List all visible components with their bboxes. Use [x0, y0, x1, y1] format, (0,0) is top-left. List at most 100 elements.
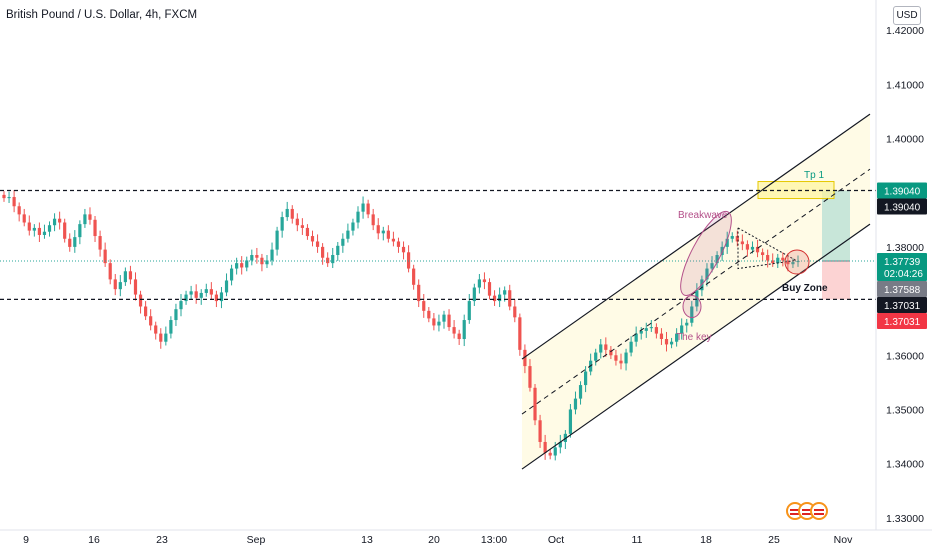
- candle-body: [63, 222, 67, 239]
- candle-body: [578, 385, 583, 399]
- the-key-ellipse: [682, 294, 702, 318]
- candle-body: [42, 231, 47, 235]
- channel-mid-line: [521, 168, 871, 415]
- candle-body: [675, 333, 679, 342]
- candle-body: [781, 257, 785, 261]
- candle-body: [331, 255, 335, 264]
- candle-body: [654, 327, 658, 334]
- price-tag-bg: [877, 253, 927, 282]
- candle-body: [240, 263, 244, 268]
- candle-body: [189, 291, 193, 295]
- candle-body: [432, 318, 436, 326]
- candle-body: [786, 260, 790, 265]
- candle-body: [664, 339, 669, 345]
- candle-body: [401, 246, 406, 253]
- candle-body: [341, 238, 345, 246]
- price-tick-label: 1.33000: [886, 513, 924, 525]
- candle-body: [98, 236, 102, 250]
- candle-body: [113, 279, 117, 290]
- candle-body: [760, 252, 765, 256]
- candle-body: [336, 245, 340, 256]
- candle-body: [680, 325, 684, 334]
- candle-body: [452, 327, 456, 334]
- price-tag-countdown: 02:04:26: [884, 269, 923, 280]
- tp-label: Tp 1: [804, 170, 824, 181]
- candle-body: [482, 279, 487, 283]
- candle-body: [305, 227, 310, 237]
- candle-body: [513, 306, 517, 318]
- candle-body: [214, 294, 219, 302]
- candle-body: [599, 344, 603, 353]
- candle-body: [123, 271, 127, 283]
- price-tick-label: 1.38000: [886, 242, 924, 254]
- time-tick-label: 13:00: [481, 534, 507, 546]
- candle-body: [12, 197, 16, 207]
- candle-body: [235, 263, 239, 269]
- time-tick-label: 25: [768, 534, 780, 546]
- candle-body: [275, 230, 279, 250]
- us-flag-icon[interactable]: [810, 502, 828, 520]
- candle-body: [573, 398, 578, 410]
- price-axis[interactable]: 1.42000 1.41000 1.40000 1.38000 1.36000 1.350…: [886, 25, 924, 525]
- currency-button[interactable]: USD: [893, 6, 921, 25]
- price-tag-value: 1.39040: [884, 187, 921, 198]
- candle-body: [22, 214, 26, 223]
- time-axis[interactable]: 9 16 23 Sep 13 20 13:00 Oct 11 18 25 Nov: [23, 534, 853, 546]
- candle-body: [487, 282, 492, 296]
- candle-body: [321, 246, 325, 258]
- candle-body: [149, 316, 153, 326]
- candle-body: [604, 344, 608, 350]
- candle-body: [720, 246, 724, 256]
- price-tag-value: 1.37739: [884, 257, 921, 268]
- price-tag-bg: [877, 297, 927, 314]
- price-tag: 1.39040: [877, 198, 927, 215]
- price-tick-label: 1.40000: [886, 134, 924, 146]
- channel-lower-line: [521, 223, 871, 470]
- candle-body: [498, 294, 502, 302]
- candle-body: [295, 218, 299, 226]
- triangle-pattern: [737, 227, 798, 270]
- candle-body: [47, 225, 52, 232]
- candle-body: [290, 208, 294, 219]
- candle-body: [533, 387, 537, 421]
- price-tag-bg: [877, 313, 927, 330]
- candle-body: [219, 292, 224, 302]
- candle-body: [477, 279, 481, 288]
- candle-body: [639, 330, 643, 334]
- candle-body: [791, 262, 795, 265]
- candle-body: [204, 289, 208, 293]
- price-tag-value: 1.37031: [884, 301, 921, 312]
- price-tick-label: 1.36000: [886, 350, 924, 362]
- price-tag-value: 1.37031: [884, 317, 921, 328]
- candle-body: [37, 227, 42, 235]
- candle-body: [315, 241, 320, 247]
- candle-body: [558, 441, 562, 448]
- candle-body: [730, 236, 734, 239]
- candle-body: [128, 271, 133, 280]
- candle-body: [265, 260, 269, 265]
- stop-zone: [822, 261, 850, 300]
- candle-body: [406, 252, 411, 269]
- candle-body: [503, 290, 507, 295]
- candle-body: [685, 322, 689, 326]
- candle-body: [735, 236, 739, 242]
- price-tag: 1.37031: [877, 313, 927, 330]
- candle-body: [750, 246, 755, 250]
- candle-body: [472, 287, 476, 302]
- candle-body: [52, 218, 57, 226]
- candle-body: [17, 206, 21, 215]
- candle-body: [649, 327, 653, 329]
- candle-body: [199, 292, 203, 298]
- price-tag-value: 1.39040: [884, 203, 921, 214]
- candle-body: [159, 333, 163, 342]
- candle-body: [7, 197, 11, 199]
- candle-body: [27, 222, 31, 231]
- target-zone: [822, 190, 850, 262]
- event-flags[interactable]: [786, 502, 830, 520]
- candle-body: [437, 321, 441, 326]
- candle-body: [508, 290, 512, 307]
- buy-zone-circle: [784, 249, 810, 275]
- candles-layer: [2, 189, 800, 461]
- candle-body: [690, 306, 694, 323]
